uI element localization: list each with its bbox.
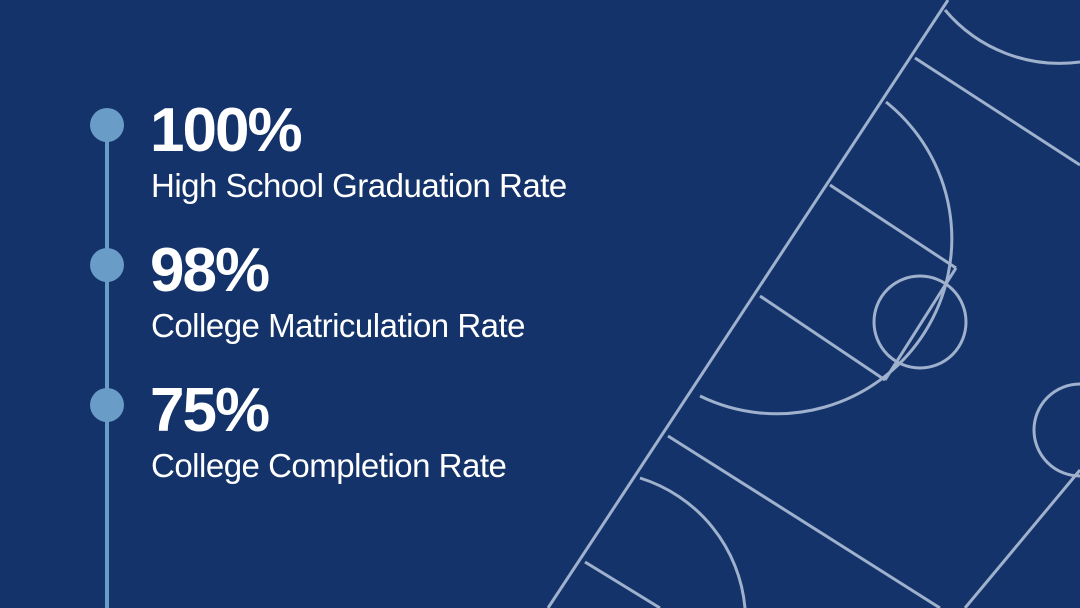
timeline-dot — [90, 248, 124, 282]
stat-value: 75% — [150, 376, 269, 445]
stat-label: College Completion Rate — [151, 447, 506, 484]
timeline-dot — [90, 388, 124, 422]
stat-label: High School Graduation Rate — [151, 167, 567, 204]
timeline-dot — [90, 108, 124, 142]
court-lines — [546, 0, 1080, 608]
stat-value: 100% — [150, 96, 301, 165]
stats-list: 100%High School Graduation Rate98%Colleg… — [90, 96, 567, 484]
stat-label: College Matriculation Rate — [151, 307, 525, 344]
stat-value: 98% — [150, 236, 269, 305]
